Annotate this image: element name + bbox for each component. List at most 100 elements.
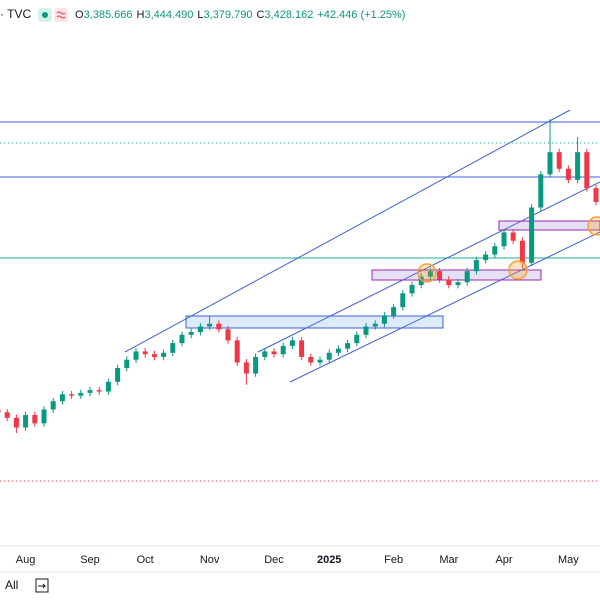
header-background <box>0 0 600 30</box>
candle-body <box>225 329 231 341</box>
highlight-circle <box>508 260 528 280</box>
ohlc-label: L <box>197 9 203 21</box>
candle-body <box>464 271 470 283</box>
candle-body <box>427 271 433 277</box>
candle-body <box>96 390 102 392</box>
candle-body <box>501 232 507 247</box>
x-tick-label: Dec <box>264 554 284 566</box>
candle-body <box>345 343 351 349</box>
candle-body <box>418 276 424 285</box>
ohlc-label: C <box>256 9 264 21</box>
channel-line <box>124 109 571 353</box>
candle-body <box>308 356 314 363</box>
candle-body <box>32 415 38 424</box>
ohlc-value: 3,428.162 <box>264 9 313 21</box>
candle-body <box>115 368 121 382</box>
candle-body <box>455 282 461 285</box>
candle-body <box>473 260 479 272</box>
highlight-circle <box>417 263 437 283</box>
candle-body <box>124 359 130 369</box>
candle-body <box>437 271 443 280</box>
x-tick-label: Nov <box>200 554 220 566</box>
zone-box <box>498 220 600 231</box>
candle-body <box>529 207 535 263</box>
x-tick-label: Feb <box>384 554 403 566</box>
icon-frame <box>35 578 49 593</box>
candle-body <box>197 326 203 333</box>
ohlc-label: H <box>137 9 145 21</box>
x-tick-label: 2025 <box>317 554 341 566</box>
icon-arrow <box>38 583 47 589</box>
candle-body <box>179 334 185 344</box>
candle-body <box>0 409 1 413</box>
candle-body <box>299 340 305 357</box>
candle-body <box>41 409 47 424</box>
date-range-icon[interactable] <box>35 578 49 593</box>
status-dot <box>42 12 48 18</box>
ohlc-value: 3,379.790 <box>204 9 253 21</box>
candle-body <box>519 240 525 263</box>
candle-body <box>289 340 295 346</box>
candle-body <box>372 323 378 327</box>
highlights <box>417 216 600 283</box>
candle-body <box>243 362 249 374</box>
candle-body <box>492 246 498 255</box>
x-tick-label: Aug <box>16 554 36 566</box>
status-wave <box>56 11 66 19</box>
candle-body <box>556 152 562 169</box>
candle-body <box>4 412 10 418</box>
candle-body <box>575 152 581 180</box>
x-tick-label: Oct <box>137 554 154 566</box>
range-button[interactable]: All <box>5 578 18 592</box>
candle-body <box>142 351 148 355</box>
highlight-circle <box>587 216 600 236</box>
candle-body <box>400 293 406 308</box>
candle-body <box>151 354 157 357</box>
candle-body <box>409 285 415 294</box>
x-tick-label: Apr <box>495 554 512 566</box>
x-tick-label: Mar <box>439 554 458 566</box>
candle-body <box>363 326 369 335</box>
x-tick-label: May <box>558 554 579 566</box>
candle-body <box>87 390 93 393</box>
candle-body <box>381 315 387 324</box>
ohlc-change: +42.446 (+1.25%) <box>317 9 405 21</box>
candle-body <box>105 381 111 392</box>
candle-body <box>354 334 360 344</box>
axis-background <box>0 546 600 600</box>
candle-body <box>547 152 553 175</box>
candle-body <box>253 356 259 374</box>
channel-line <box>289 231 600 383</box>
ohlc-value: 3,444.490 <box>144 9 193 21</box>
candle-body <box>13 417 19 428</box>
candle-body <box>23 415 29 428</box>
candles <box>0 118 599 434</box>
ohlc-value: 3,385.666 <box>84 9 133 21</box>
ohlc-label: O <box>75 9 84 21</box>
candle-body <box>216 323 222 330</box>
x-tick-label: Sep <box>80 554 100 566</box>
x-axis: Aug Sep Oct Nov Dec 2025 Feb Mar Apr May <box>16 554 579 566</box>
candle-body <box>78 392 84 396</box>
candle-body <box>391 307 397 316</box>
zone-box <box>185 315 444 329</box>
candle-body <box>584 152 590 189</box>
candle-body <box>483 254 489 261</box>
candle-body <box>170 343 176 353</box>
candle-body <box>262 351 268 357</box>
candle-body <box>593 188 599 202</box>
candle-body <box>280 345 286 355</box>
candle-body <box>133 351 139 360</box>
drawings <box>0 109 600 482</box>
candle-body <box>565 168 571 180</box>
candle-body <box>317 359 323 363</box>
candle-body <box>59 394 65 402</box>
candle-body <box>234 340 240 363</box>
candle-body <box>207 323 213 327</box>
channel-line <box>257 181 600 353</box>
candle-body <box>335 348 341 353</box>
candle-body <box>161 352 167 357</box>
candle-body <box>69 394 75 396</box>
